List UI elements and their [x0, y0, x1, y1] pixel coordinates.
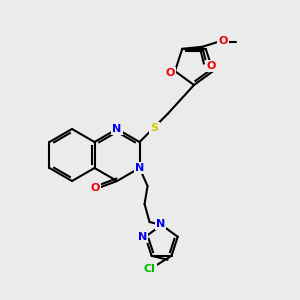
Text: O: O [165, 68, 175, 78]
Text: N: N [135, 163, 144, 173]
Text: O: O [219, 36, 228, 46]
Text: S: S [151, 123, 158, 133]
Text: N: N [156, 219, 165, 229]
Text: O: O [90, 183, 100, 193]
Text: O: O [207, 61, 216, 71]
Text: N: N [112, 124, 122, 134]
Text: Cl: Cl [144, 264, 155, 274]
Text: N: N [138, 232, 147, 242]
